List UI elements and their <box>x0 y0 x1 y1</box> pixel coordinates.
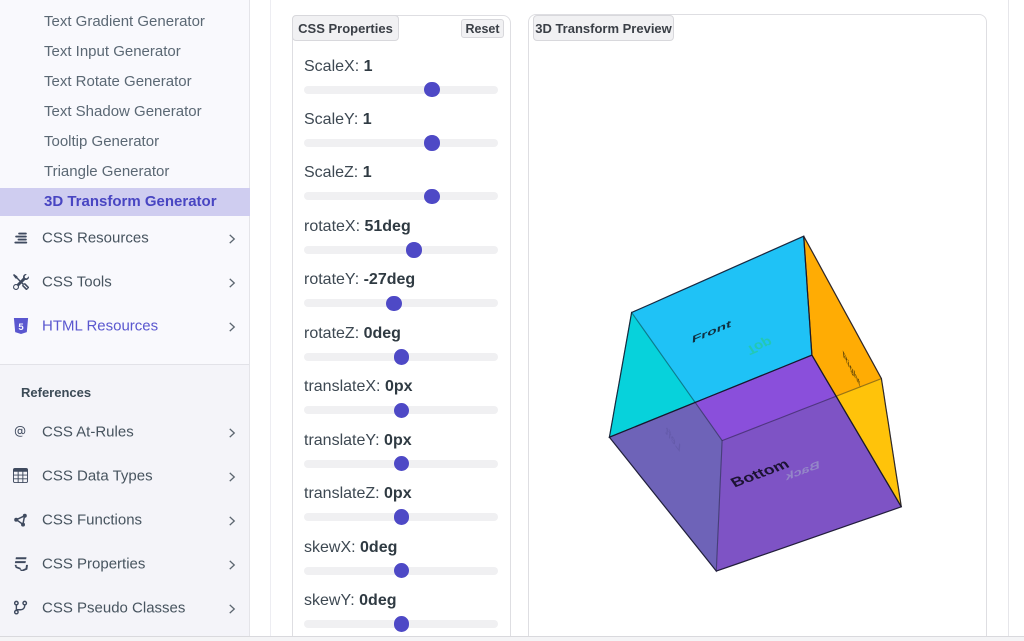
svg-text:5: 5 <box>18 322 24 333</box>
